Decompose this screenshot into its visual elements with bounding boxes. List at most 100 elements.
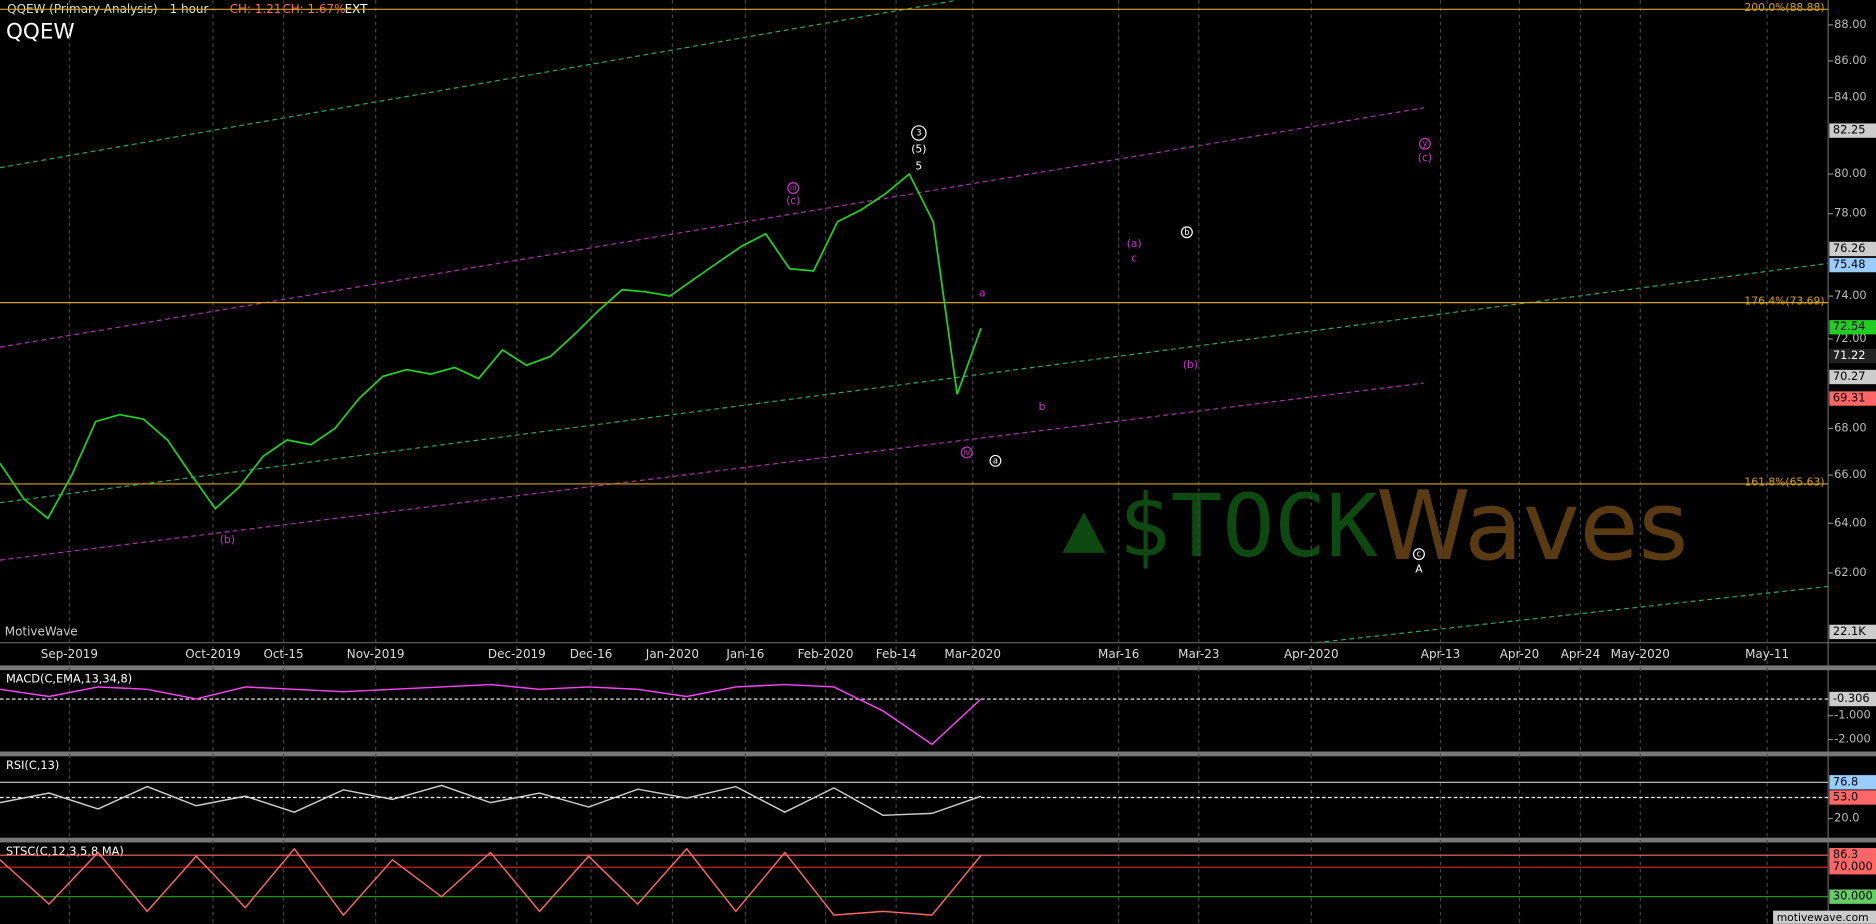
price-box [1829,241,1876,257]
logo-arrow [1062,512,1106,553]
y-tick-label: 88.00 [1834,17,1867,31]
wave-label: b [1039,400,1046,413]
y-tick-label: 78.00 [1834,206,1867,220]
y-tick-label: 74.00 [1834,288,1867,302]
price-box-label: 70.27 [1833,369,1866,383]
value-box-label: 70.000 [1833,859,1873,873]
price-box-label: 75.48 [1833,257,1866,271]
fib-label: 200.0%(88.88) [1744,1,1824,14]
separator [0,837,1876,843]
channels [0,0,1829,644]
wave-label: y [1422,138,1427,148]
value-box [1829,790,1876,805]
indicator-title: RSI(C,13) [6,758,59,772]
wave-label: (c) [786,194,800,207]
wave-label: 5 [915,159,922,172]
separator [0,751,1876,757]
y-tick-label: 84.00 [1834,90,1867,104]
price-box-label: 82.25 [1833,123,1866,137]
y-tick-label: 68.00 [1834,420,1867,434]
wave-label: c [1131,252,1137,265]
x-tick-label: Dec-2019 [488,647,546,661]
footer-box [1773,910,1876,924]
wave-circle [960,446,973,459]
separator [0,665,1876,671]
channel-line [0,262,1829,504]
wave-circle [911,125,927,141]
value-box-label: 76.8 [1833,774,1858,788]
wave-label: c [1417,549,1422,559]
fib-label: 161.8%(65.63) [1744,476,1824,489]
y-tick-label: 86.00 [1834,53,1867,67]
x-tick-label: Mar-23 [1178,647,1219,661]
price-box-label: 72.54 [1833,319,1866,333]
indicator-title: MACD(C,EMA,13,34,8) [6,672,132,686]
channel-line [0,107,1424,348]
indicator-title: STSC(C,12,3,5,8,MA) [6,844,124,858]
x-tick-label: Dec-16 [570,647,613,661]
channel-line [1316,585,1829,644]
value-box-label: -0.306 [1833,691,1870,705]
y-tick-label: 64.00 [1834,515,1867,529]
price-box [1829,123,1876,138]
volume-box [1829,624,1876,640]
wave-circle [1412,548,1425,561]
price-box-label: 76.26 [1833,241,1866,255]
y-tick-label: -1.000 [1834,708,1871,722]
x-tick-label: Mar-2020 [944,647,1001,661]
watermark: Waves [1376,470,1689,582]
wave-circle [1180,226,1193,239]
indicator-line [0,784,982,817]
wave-label: 3 [916,127,921,137]
value-box [1829,691,1876,707]
wave-label: a [993,455,998,465]
wave-label: (a) [1127,237,1142,250]
wave-label: (b) [1183,358,1198,371]
x-tick-label: Feb-2020 [798,647,854,661]
indicator-line [0,847,982,917]
x-tick-label: Jan-16 [725,647,764,661]
x-tick-label: Apr-2020 [1284,647,1339,661]
watermark: $TOCK [1119,477,1378,577]
value-box-label: 86.3 [1833,847,1858,861]
wave-label: iii [790,183,797,193]
wave-circle [989,454,1002,467]
y-tick-label: -2.000 [1834,732,1871,746]
wave-label: A [1415,563,1423,576]
wave-circle [787,182,800,194]
channel-line [0,382,1424,561]
price-line [0,172,982,520]
wave-label: (b) [220,533,235,546]
price-box-label: 71.22 [1833,348,1866,362]
x-tick-label: Apr-24 [1561,647,1600,661]
value-box [1829,889,1876,904]
wave-circle [1418,137,1431,150]
price-box-label: 69.31 [1833,391,1866,405]
value-box [1829,775,1876,790]
x-tick-label: May-2020 [1611,647,1670,661]
y-tick-label: 80.00 [1834,166,1867,180]
x-tick-label: Feb-14 [876,647,917,661]
wave-label: iv [963,447,970,457]
wave-label: b [1184,227,1189,237]
indicator-line [0,683,982,746]
value-box-label: 30.000 [1833,889,1873,903]
price-box [1829,320,1876,335]
price-box [1829,369,1876,385]
x-tick-label: Apr-13 [1421,647,1460,661]
fib-label: 176.4%(73.69) [1744,294,1824,307]
footer: motivewave.com [1777,911,1869,924]
price-box [1829,348,1876,364]
value-box-label: 53.0 [1833,789,1858,803]
symbol: QQEW [6,19,75,44]
price-box [1829,391,1876,406]
channel-line [0,0,958,169]
value-box [1829,848,1876,863]
wave-label: (c) [1418,151,1432,164]
x-tick-label: May-11 [1745,647,1789,661]
y-tick-label: 66.00 [1834,467,1867,481]
price-box [1829,257,1876,273]
